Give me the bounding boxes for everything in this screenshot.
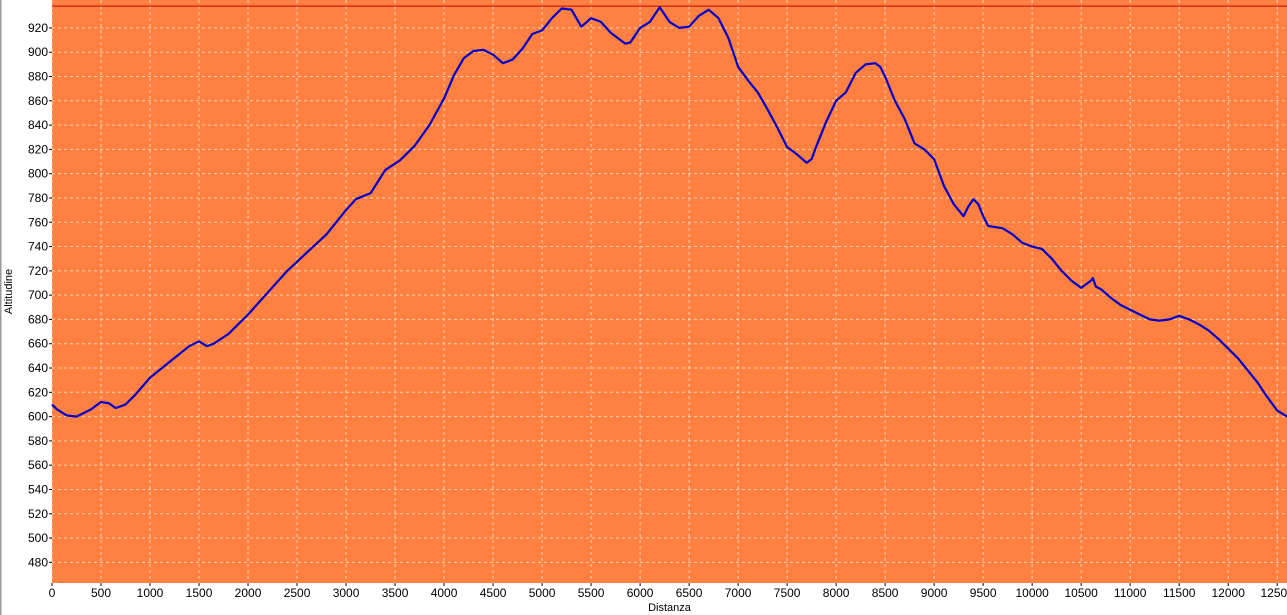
x-tick-label: 10500 <box>1064 586 1098 600</box>
y-tick-label: 840 <box>28 118 48 132</box>
x-tick-label: 6000 <box>627 586 654 600</box>
x-tick-label: 0 <box>49 586 56 600</box>
elevation-line <box>51 6 1287 418</box>
x-tick-label: 7000 <box>725 586 752 600</box>
y-tick-label: 880 <box>28 70 48 84</box>
x-tick-label: 3500 <box>382 586 409 600</box>
left-panel-border <box>0 0 2 615</box>
x-tick-label: 500 <box>91 586 111 600</box>
x-tick-label: 7500 <box>774 586 801 600</box>
x-tick-label: 8000 <box>823 586 850 600</box>
x-tick-label: 10000 <box>1015 586 1049 600</box>
y-tick-label: 860 <box>28 94 48 108</box>
y-tick-label: 500 <box>28 531 48 545</box>
x-tick-label: 4000 <box>431 586 458 600</box>
x-tick-label: 4500 <box>480 586 507 600</box>
plot-area <box>52 0 1287 583</box>
y-tick-label: 780 <box>28 191 48 205</box>
y-tick-label: 800 <box>28 167 48 181</box>
x-tick-label: 8500 <box>872 586 899 600</box>
x-axis-ticks: 0 500 1000 1500 2000 2500 3000 3500 4000 4500 5000… <box>49 583 1287 600</box>
y-tick-label: 900 <box>28 45 48 59</box>
y-tick-label: 520 <box>28 507 48 521</box>
y-tick-label: 920 <box>28 21 48 35</box>
x-tick-label: 2000 <box>235 586 262 600</box>
x-tick-label: 6500 <box>676 586 703 600</box>
y-tick-label: 680 <box>28 312 48 326</box>
y-axis-label: Altitudine <box>3 269 15 314</box>
y-tick-label: 540 <box>28 482 48 496</box>
x-tick-label: 11500 <box>1163 586 1196 600</box>
x-tick-label: 9000 <box>921 586 948 600</box>
y-tick-label: 720 <box>28 264 48 278</box>
y-tick-label: 600 <box>28 410 48 424</box>
x-tick-label: 1000 <box>137 586 164 600</box>
grid-lines <box>51 0 1287 583</box>
y-axis-ticks: 480 500 520 540 560 580 600 620 640 660 680 700 720 7… <box>28 21 52 569</box>
x-tick-label: 12000 <box>1212 586 1246 600</box>
y-tick-label: 820 <box>28 142 48 156</box>
y-tick-label: 760 <box>28 215 48 229</box>
x-tick-label: 11000 <box>1114 586 1147 600</box>
y-tick-label: 700 <box>28 288 48 302</box>
x-tick-label: 5500 <box>578 586 605 600</box>
y-tick-label: 480 <box>28 555 48 569</box>
x-tick-label: 9500 <box>970 586 997 600</box>
x-tick-label: 3000 <box>333 586 360 600</box>
x-tick-label: 12500 <box>1261 586 1287 600</box>
y-tick-label: 740 <box>28 240 48 254</box>
y-tick-label: 620 <box>28 385 48 399</box>
x-tick-label: 1500 <box>186 586 213 600</box>
y-tick-label: 580 <box>28 434 48 448</box>
x-tick-label: 5000 <box>529 586 556 600</box>
x-axis-label: Distanza <box>648 602 692 614</box>
y-tick-label: 640 <box>28 361 48 375</box>
y-tick-label: 660 <box>28 337 48 351</box>
x-tick-label: 2500 <box>284 586 311 600</box>
y-tick-label: 560 <box>28 458 48 472</box>
